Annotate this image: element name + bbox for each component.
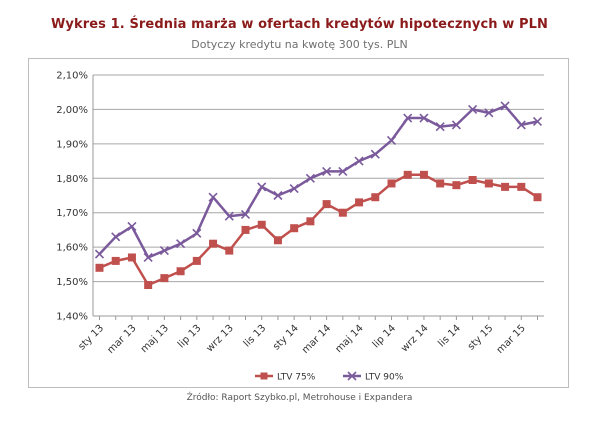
data-point [468,104,478,114]
data-point [532,116,543,127]
y-tick-label: 1,90% [56,139,88,150]
x-tick-label: mar 15 [495,323,528,356]
legend-label: LTV 75% [277,373,316,383]
data-point [305,173,315,183]
y-tick-label: 1,60% [56,243,88,254]
data-point [338,208,347,217]
data-point [95,263,104,272]
data-point [403,113,413,123]
data-point [240,209,251,220]
data-point [160,274,169,283]
data-point [176,239,186,249]
x-tick-label: lis 13 [242,323,269,350]
data-point [94,249,105,259]
data-point [159,246,169,256]
data-point [322,200,331,209]
data-point [386,135,397,145]
data-point [451,120,461,130]
data-point [435,122,445,132]
data-point [144,281,153,290]
x-tick-label: maj 14 [333,323,365,355]
series-line [99,173,539,287]
data-point [403,170,412,179]
data-point [452,181,461,190]
data-point [419,170,428,179]
data-point [517,182,526,191]
chart-subtitle: Dotyczy kredytu na kwotę 300 tys. PLN [191,38,408,51]
data-point [257,182,267,192]
chart-frame: 1,40% 1,50% 1,60% 1,70% 1,80% 1,90% 2,00% 2,10%… [28,58,569,388]
data-point [192,256,201,265]
data-point [209,239,218,248]
data-point [289,184,299,194]
y-tick-label: 1,80% [56,174,88,185]
x-tick-label: sty 15 [466,323,496,353]
legend-label: LTV 90% [365,373,404,383]
x-tick-label: lip 14 [371,323,398,350]
data-point [257,220,266,229]
data-point [500,101,510,111]
data-point [484,108,494,118]
data-point [208,192,218,202]
data-point [127,221,137,232]
legend-marker [347,371,357,381]
y-tick-label: 2,00% [56,105,88,116]
y-tick-label: 1,40% [56,312,88,323]
data-point [387,179,396,188]
x-tick-label: sty 14 [271,323,301,353]
data-point [468,176,477,185]
data-point [273,236,282,245]
data-point [111,232,121,242]
data-point [306,217,315,226]
x-tick-label: lip 13 [176,323,203,350]
data-point [371,193,380,202]
x-tick-label: sty 13 [76,323,106,353]
data-point [419,113,429,123]
data-point [501,182,510,191]
data-point [436,179,445,188]
data-point [533,193,542,202]
data-point [127,253,136,262]
chart-title: Wykres 1. Średnia marża w ofertach kredy… [50,17,548,32]
x-tick-label: maj 13 [139,323,171,355]
y-tick-label: 1,70% [56,208,88,219]
data-point [225,246,234,255]
x-tick-label: mar 13 [105,323,138,356]
data-point [224,211,234,221]
data-point [355,198,364,207]
series-line [98,104,538,259]
data-point [290,224,299,233]
data-point [338,166,348,176]
y-tick-label: 2,10% [56,71,88,82]
y-tick-label: 1,50% [56,277,88,288]
data-point [241,225,250,234]
data-point [354,156,364,166]
x-tick-label: wrz 13 [204,323,235,354]
data-point [516,120,526,130]
legend-marker [260,372,268,380]
data-point [273,190,283,201]
data-point [143,252,153,263]
x-tick-label: wrz 14 [399,323,430,354]
data-point [484,179,493,188]
chart-source: Źródło: Raport Szybko.pl, Metrohouse i E… [186,393,413,403]
data-point [192,228,202,238]
data-point [322,166,332,176]
data-point [111,256,120,265]
data-point [370,149,380,159]
data-point [176,267,185,276]
x-tick-label: lis 14 [436,323,463,350]
line-chart: 1,40% 1,50% 1,60% 1,70% 1,80% 1,90% 2,00% 2,10%… [56,71,544,383]
x-tick-label: mar 14 [300,323,333,356]
